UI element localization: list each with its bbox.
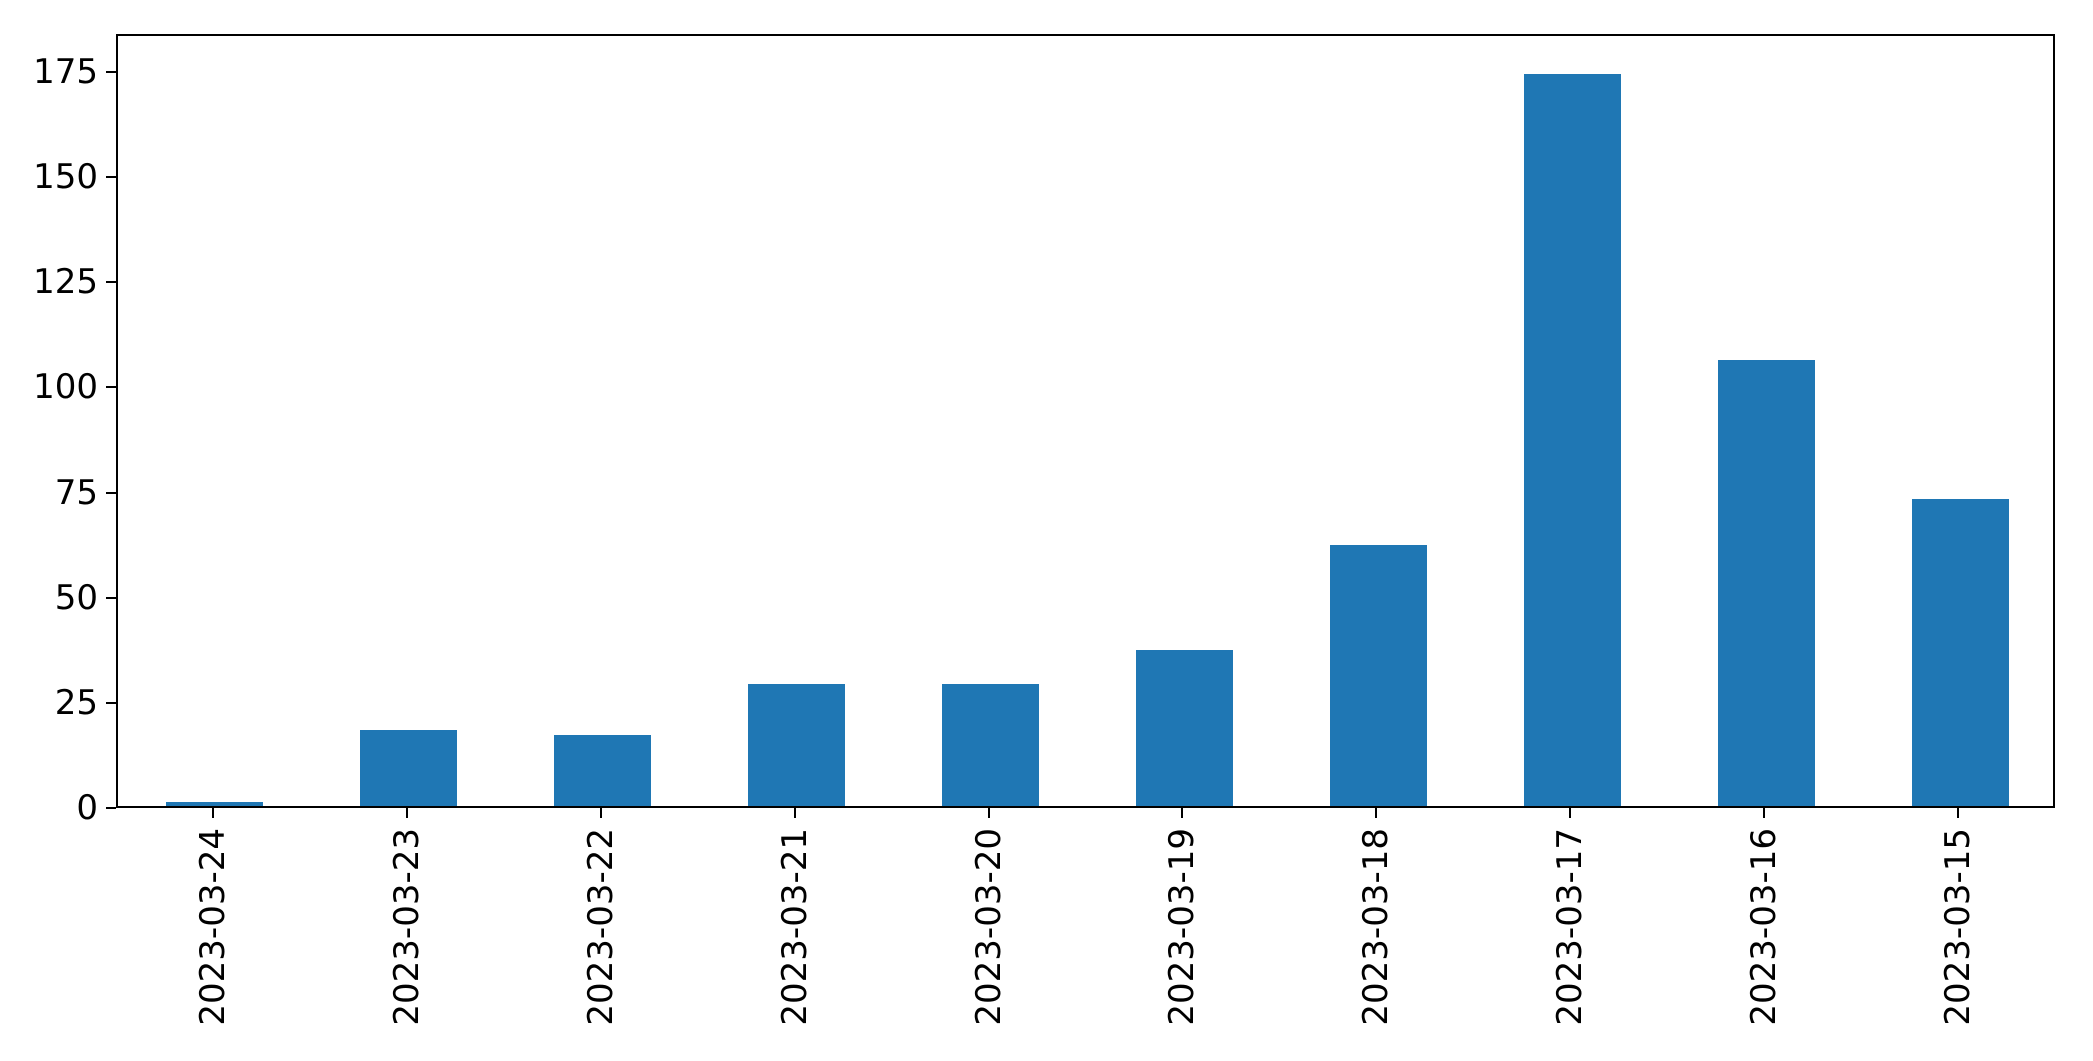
y-tick-mark (106, 176, 116, 179)
bar-2023-03-17 (1523, 74, 1621, 806)
bar-2023-03-16 (1717, 360, 1815, 806)
bar-2023-03-22 (554, 734, 652, 806)
y-tick-label-25: 25 (54, 682, 98, 723)
y-tick-mark (106, 701, 116, 704)
bar-2023-03-24 (166, 801, 264, 806)
y-tick-mark (106, 386, 116, 389)
y-tick-mark (106, 807, 116, 809)
x-tick-mark (211, 808, 214, 818)
x-tick-label-2023-03-18: 2023-03-18 (1356, 828, 1397, 1026)
bar-2023-03-21 (748, 684, 846, 806)
bar-2023-03-15 (1911, 498, 2009, 806)
x-tick-mark (987, 808, 990, 818)
x-tick-label-2023-03-15: 2023-03-15 (1938, 828, 1979, 1026)
x-tick-mark (599, 808, 602, 818)
x-tick-label-2023-03-17: 2023-03-17 (1550, 828, 1591, 1026)
x-tick-label-2023-03-22: 2023-03-22 (580, 828, 621, 1026)
bar-2023-03-19 (1135, 650, 1233, 806)
y-tick-mark (106, 491, 116, 494)
x-tick-mark (1181, 808, 1184, 818)
x-tick-label-2023-03-16: 2023-03-16 (1744, 828, 1785, 1026)
x-tick-mark (1763, 808, 1766, 818)
bars-layer (118, 36, 2053, 806)
y-tick-mark (106, 70, 116, 73)
x-tick-mark (1569, 808, 1572, 818)
y-tick-label-150: 150 (33, 157, 98, 198)
bar-2023-03-23 (360, 730, 458, 806)
x-tick-mark (1375, 808, 1378, 818)
y-tick-label-75: 75 (54, 472, 98, 513)
y-tick-label-125: 125 (33, 262, 98, 303)
y-tick-label-100: 100 (33, 367, 98, 408)
x-tick-label-2023-03-23: 2023-03-23 (386, 828, 427, 1026)
y-tick-label-50: 50 (54, 577, 98, 618)
x-tick-mark (1957, 808, 1960, 818)
x-tick-label-2023-03-24: 2023-03-24 (192, 828, 233, 1026)
x-tick-mark (405, 808, 408, 818)
y-tick-label-0: 0 (76, 788, 98, 828)
x-tick-mark (793, 808, 796, 818)
bar-2023-03-18 (1329, 545, 1427, 806)
x-tick-label-2023-03-21: 2023-03-21 (774, 828, 815, 1026)
y-tick-mark (106, 596, 116, 599)
y-tick-mark (106, 281, 116, 284)
bar-2023-03-20 (942, 684, 1039, 806)
y-tick-label-175: 175 (33, 51, 98, 92)
x-tick-label-2023-03-19: 2023-03-19 (1162, 828, 1203, 1026)
plot-area (116, 34, 2055, 808)
x-tick-label-2023-03-20: 2023-03-20 (968, 828, 1009, 1026)
